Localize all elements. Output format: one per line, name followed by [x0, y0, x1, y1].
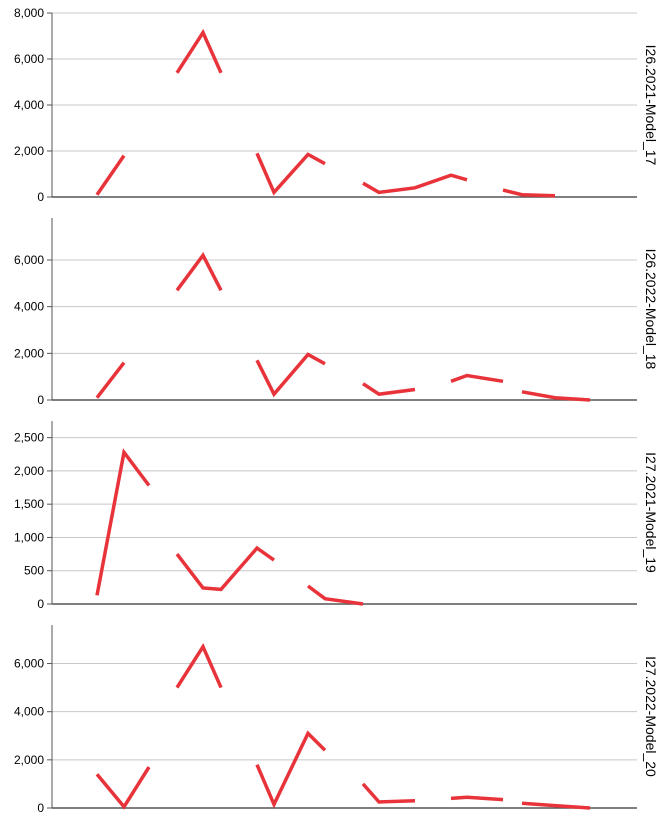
y-tick-label: 4,000 [14, 705, 44, 719]
y-tick-label: 6,000 [14, 52, 44, 66]
panel-4: 0 2,000 4,000 6,000 I27.2022-Model_20 [14, 625, 659, 815]
series-line-segment [361, 782, 416, 804]
series-line-segment [450, 795, 504, 802]
y-tick-label: 6,000 [14, 253, 44, 267]
y-tick-label: 500 [24, 564, 44, 578]
y-tick-label: 0 [37, 190, 44, 204]
panel-3: 0 500 1,000 1,500 2,000 2,500 I27.2021-Model_1… [14, 421, 659, 611]
y-tick-label: 0 [37, 801, 44, 815]
series-line-segment [521, 801, 591, 810]
series-line-segment [306, 584, 364, 606]
series-line-segment [521, 390, 591, 402]
series-line-segment [175, 28, 223, 74]
series-line-segment [502, 188, 556, 198]
series-line-segment [362, 382, 416, 397]
y-tick-label: 2,500 [14, 431, 44, 445]
panel-label: I26.2022-Model_18 [643, 249, 659, 370]
panel-label: I27.2021-Model_19 [643, 452, 659, 573]
series-line-segment [450, 373, 504, 384]
series-line-segment [95, 448, 151, 596]
y-tick-label: 0 [37, 393, 44, 407]
series-line-segment [175, 252, 223, 292]
series-line-segment [362, 173, 468, 195]
y-tick-label: 1,500 [14, 497, 44, 511]
panel-label: I26.2021-Model_17 [643, 45, 659, 166]
series-line-segment [175, 642, 223, 689]
panel-1: 0 2,000 4,000 6,000 8,000 I26.2021-Model_17 [14, 6, 659, 204]
y-tick-label: 2,000 [14, 464, 44, 478]
panel-2: 0 2,000 4,000 6,000 I26.2022-Model_18 [14, 218, 659, 407]
y-tick-label: 8,000 [14, 6, 44, 20]
y-tick-label: 1,000 [14, 530, 44, 544]
panel-label: I27.2022-Model_20 [643, 656, 659, 777]
y-tick-label: 2,000 [14, 753, 44, 767]
series-line-segment [95, 766, 151, 810]
series-line-segment [95, 154, 126, 196]
y-tick-label: 6,000 [14, 657, 44, 671]
y-tick-label: 2,000 [14, 346, 44, 360]
series-line-segment [255, 730, 327, 809]
y-tick-label: 4,000 [14, 300, 44, 314]
series-line-segment [255, 152, 326, 196]
series-line-segment [95, 361, 126, 399]
y-tick-label: 4,000 [14, 98, 44, 112]
y-tick-label: 2,000 [14, 144, 44, 158]
series-line-segment [175, 545, 276, 592]
y-tick-label: 0 [37, 597, 44, 611]
series-line-segment [255, 352, 326, 398]
